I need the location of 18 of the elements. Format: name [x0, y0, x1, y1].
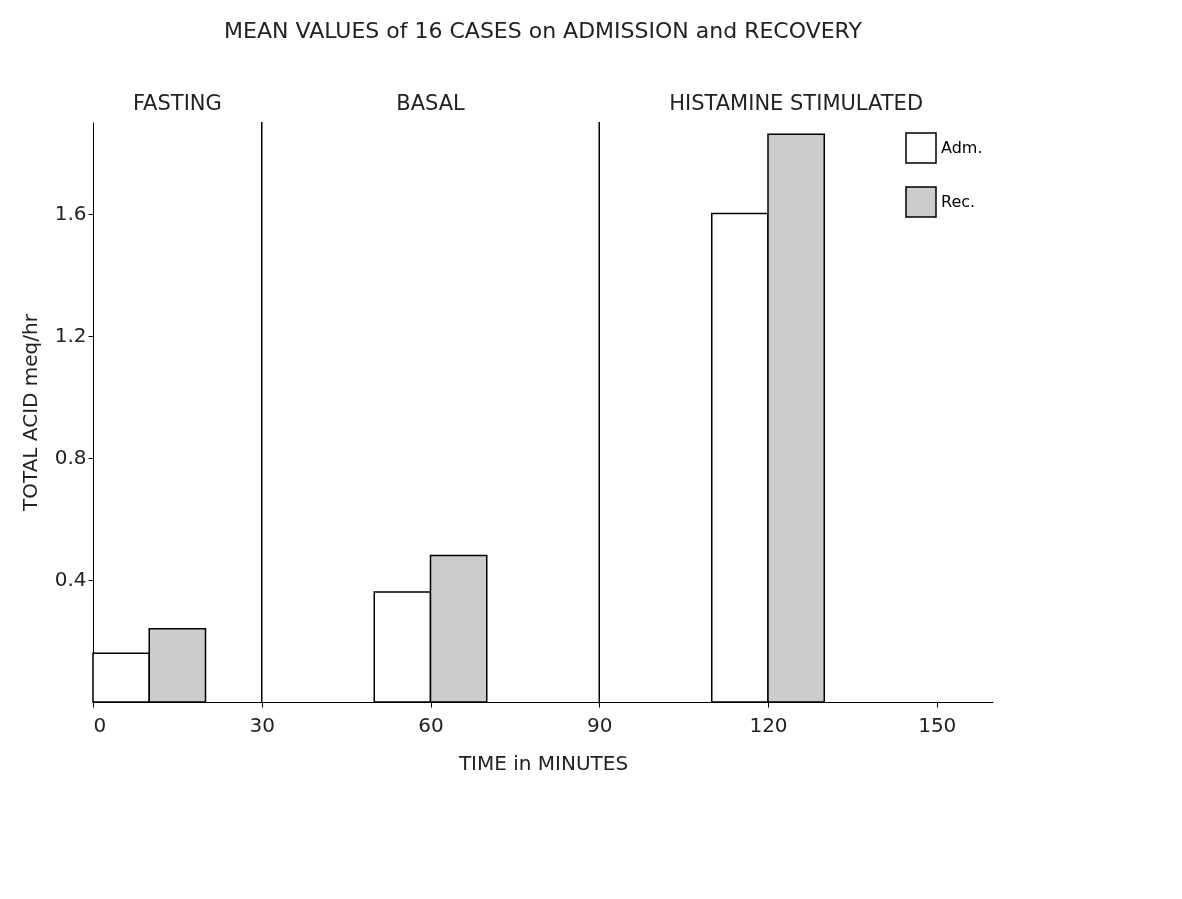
x-tick-label: 90: [587, 712, 613, 737]
y-tick-label: 0.4: [54, 567, 87, 592]
text: HISTAMINE STIMULATED: [669, 91, 924, 115]
legend-label: Rec.: [941, 192, 976, 211]
x-tick-label: 150: [918, 712, 957, 737]
y-tick-label: 1.2: [54, 323, 87, 348]
y-tick-label: 1.6: [54, 201, 87, 226]
x-tick-label: 30: [249, 712, 275, 737]
x-tick-label: 0: [93, 712, 107, 737]
x-tick-label: 120: [749, 712, 788, 737]
y-tick-label: 0.8: [54, 445, 87, 470]
legend-label: Adm.: [941, 138, 983, 157]
y-axis-title: TOTAL ACID meq/hr: [17, 313, 42, 512]
text: FASTING: [132, 91, 222, 115]
x-axis-title: TIME in MINUTES: [457, 750, 629, 775]
chart-title: MEAN VALUES of 16 CASES on ADMISSION and RECOVERY: [224, 18, 863, 43]
text: BASAL: [396, 91, 466, 115]
x-tick-label: 60: [418, 712, 444, 737]
